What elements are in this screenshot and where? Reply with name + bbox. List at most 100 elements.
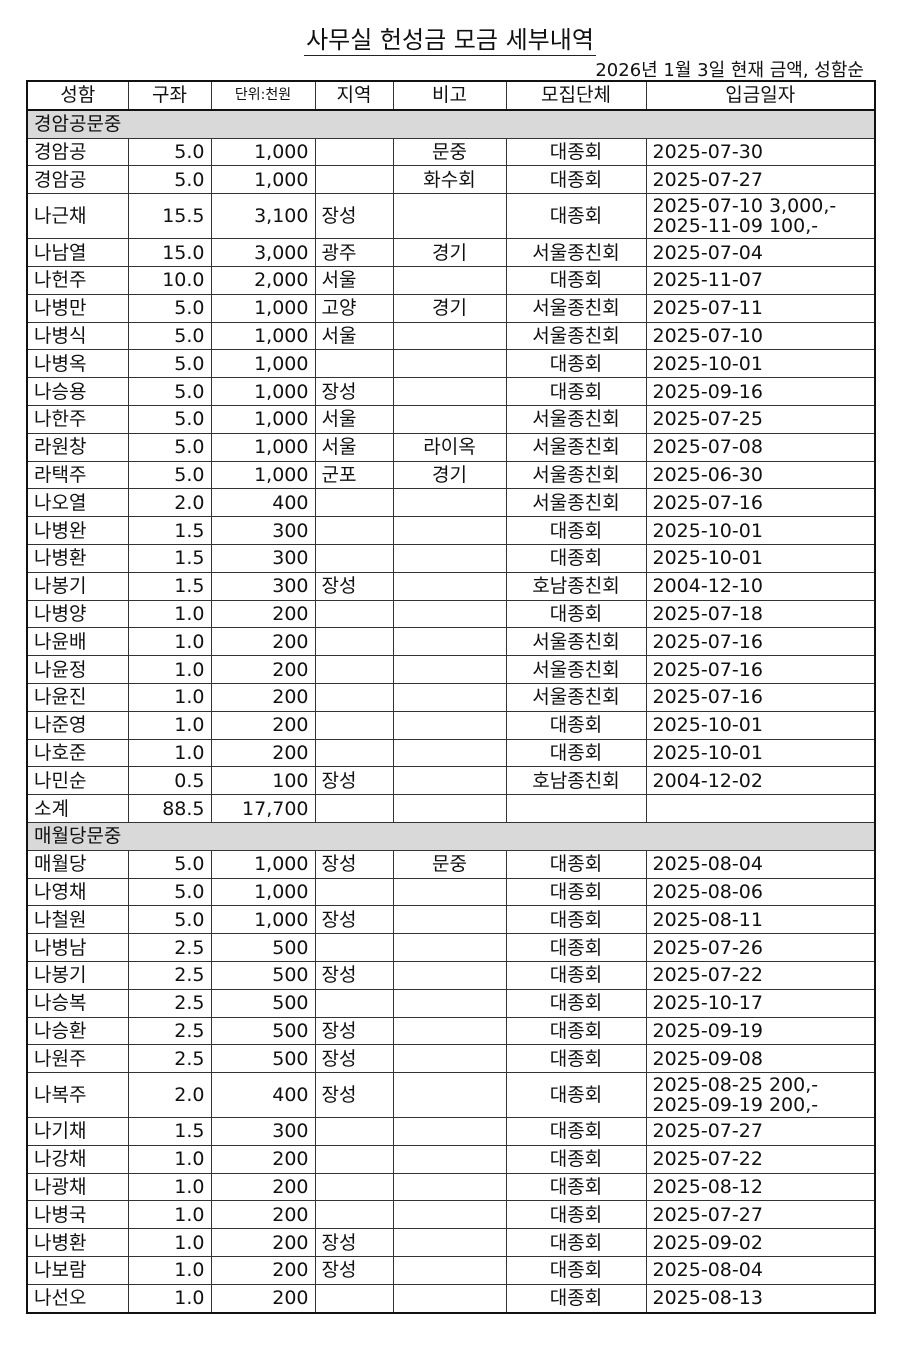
cell-group: 대종회 <box>505 193 647 240</box>
cell-date: 2004-12-10 <box>645 571 876 601</box>
date-line: 2025-08-06 <box>652 880 763 903</box>
cell-note <box>392 516 507 545</box>
cell-group: 대종회 <box>505 960 647 990</box>
cell-amount: 400 <box>210 1072 316 1119</box>
cell-group: 대종회 <box>505 377 647 406</box>
cell-amount: 200 <box>210 1172 316 1202</box>
cell-region <box>314 137 394 167</box>
cell-units: 15.0 <box>127 238 212 267</box>
cell-region: 서울 <box>314 404 394 434</box>
cell-note <box>392 1200 507 1230</box>
cell-units: 1.0 <box>127 1172 212 1202</box>
cell-note <box>392 1016 507 1046</box>
cell-group: 서울종친회 <box>505 432 647 462</box>
cell-units: 5.0 <box>127 877 212 907</box>
cell-region: 장성 <box>314 1228 394 1258</box>
cell-region <box>314 488 394 518</box>
date-line: 2025-09-16 <box>652 380 763 403</box>
cell-date: 2025-07-10 <box>645 321 876 351</box>
table-row: 나호준 1.0 200 대종회 2025-10-01 <box>26 738 876 768</box>
cell-group: 호남종친회 <box>505 571 647 601</box>
cell-name: 나근채 <box>26 193 129 240</box>
date-line: 2025-09-08 <box>652 1047 763 1070</box>
cell-region: 장성 <box>314 1072 394 1119</box>
cell-name: 매월당 <box>26 849 129 879</box>
cell-units: 1.0 <box>127 599 212 629</box>
cell-amount: 1,000 <box>210 404 316 434</box>
cell-amount: 1,000 <box>210 349 316 379</box>
cell-units: 1.0 <box>127 682 212 712</box>
cell-note: 경기 <box>392 238 507 267</box>
table-row: 나승용 5.0 1,000 장성 대종회 2025-09-16 <box>26 377 876 406</box>
cell-note <box>392 1117 507 1146</box>
cell-note <box>392 1256 507 1285</box>
cell-date: 2025-07-27 <box>645 165 876 195</box>
cell-units: 1.5 <box>127 543 212 573</box>
table-row: 나병환 1.5 300 대종회 2025-10-01 <box>26 543 876 573</box>
date-line: 2025-07-25 <box>652 408 763 431</box>
cell-amount: 200 <box>210 599 316 629</box>
cell-group: 호남종친회 <box>505 766 647 796</box>
date-line: 2025-10-01 <box>652 547 763 570</box>
cell-date: 2025-08-12 <box>645 1172 876 1202</box>
date-line: 2025-07-30 <box>652 140 763 163</box>
cell-date: 2025-07-08 <box>645 432 876 462</box>
table-row: 나보람 1.0 200 장성 대종회 2025-08-04 <box>26 1256 876 1285</box>
date-line: 2025-08-13 <box>652 1287 763 1310</box>
table-row: 나원주 2.5 500 장성 대종회 2025-09-08 <box>26 1044 876 1074</box>
cell-amount: 500 <box>210 960 316 990</box>
cell-name: 나헌주 <box>26 265 129 295</box>
cell-region: 장성 <box>314 377 394 406</box>
cell-name: 나광채 <box>26 1172 129 1202</box>
date-line: 2025-08-11 <box>652 908 763 931</box>
cell-date: 2025-07-16 <box>645 682 876 712</box>
cell-name: 나병환 <box>26 1228 129 1258</box>
table-row: 나승환 2.5 500 장성 대종회 2025-09-19 <box>26 1016 876 1046</box>
cell-date: 2025-10-01 <box>645 516 876 545</box>
cell-name: 나병옥 <box>26 349 129 379</box>
cell-amount: 500 <box>210 933 316 962</box>
date-line: 2025-08-04 <box>652 1259 763 1282</box>
table-row: 나준영 1.0 200 대종회 2025-10-01 <box>26 710 876 740</box>
cell-date: 2025-07-16 <box>645 488 876 518</box>
cell-name: 나보람 <box>26 1256 129 1285</box>
cell-note: 경기 <box>392 293 507 323</box>
date-line: 2025-10-17 <box>652 992 763 1015</box>
cell-name: 나병양 <box>26 599 129 629</box>
cell-name: 나병국 <box>26 1200 129 1230</box>
table-row: 라원창 5.0 1,000 서울 라이옥 서울종친회 2025-07-08 <box>26 432 876 462</box>
cell-region: 장성 <box>314 905 394 935</box>
table-row: 나헌주 10.0 2,000 서울 대종회 2025-11-07 <box>26 265 876 295</box>
table-row: 나근채 15.5 3,100 장성 대종회 2025-07-10 3,000,- 2025-… <box>26 193 876 240</box>
cell-region: 장성 <box>314 766 394 796</box>
date-line: 2025-10-01 <box>652 519 763 542</box>
cell-region <box>314 710 394 740</box>
date-line: 2025-07-22 <box>652 964 763 987</box>
date-line: 2025-07-04 <box>652 241 763 264</box>
cell-units: 1.0 <box>127 1200 212 1230</box>
cell-group: 대종회 <box>505 738 647 768</box>
cell-date: 2025-07-22 <box>645 1144 876 1174</box>
cell-units: 5.0 <box>127 849 212 879</box>
cell-units: 1.0 <box>127 1144 212 1174</box>
cell-amount: 1,000 <box>210 137 316 167</box>
cell-group: 대종회 <box>505 1044 647 1074</box>
cell-name: 나윤진 <box>26 682 129 712</box>
cell-region <box>314 1283 394 1314</box>
cell-date: 2025-07-26 <box>645 933 876 962</box>
cell-amount: 1,000 <box>210 165 316 195</box>
cell-group: 대종회 <box>505 265 647 295</box>
date-line: 2025-07-11 <box>652 297 763 320</box>
cell-date: 2025-10-17 <box>645 988 876 1018</box>
cell-region <box>314 1200 394 1230</box>
section-row: 경암공문중 <box>26 109 876 139</box>
cell-region: 서울 <box>314 321 394 351</box>
cell-note: 경기 <box>392 460 507 490</box>
cell-note <box>392 1072 507 1119</box>
cell-region: 장성 <box>314 193 394 240</box>
cell-date: 2025-08-04 <box>645 849 876 879</box>
cell-name: 나원주 <box>26 1044 129 1074</box>
table-row: 나복주 2.0 400 장성 대종회 2025-08-25 200,- 2025-09-19… <box>26 1072 876 1119</box>
header-units: 구좌 <box>127 80 212 111</box>
date-line: 2025-07-08 <box>652 436 763 459</box>
